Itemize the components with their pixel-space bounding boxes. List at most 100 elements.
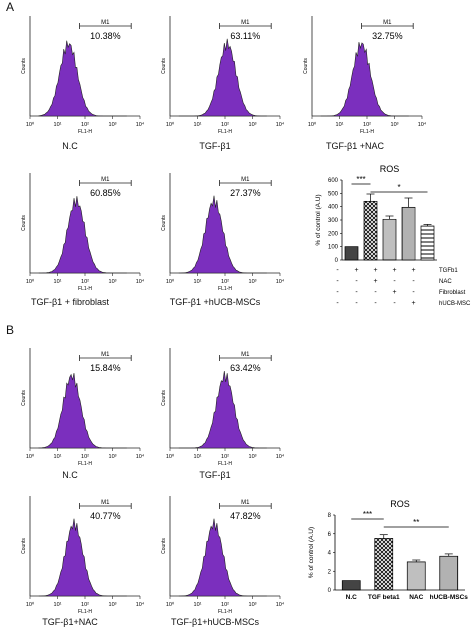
histogram-svg: 10⁰ 10¹ 10² 10³ 10⁴ FL1-H Counts M1 40.77% [21,496,145,615]
bar [344,246,359,261]
ros-chart-b-svg: ROS 0 2 4 6 8 % of control (A.U) N.C TGF beta1 NA… [308,499,469,601]
y-tick-label: 0 [328,588,332,594]
y-tick-label: 200 [328,231,339,237]
x-tick-label: 10³ [109,122,117,128]
y-axis-label: Counts [21,215,27,231]
gate-percent: 32.75% [372,31,403,41]
x-tick-label: 10¹ [194,279,202,285]
histogram-b4: 10⁰ 10¹ 10² 10³ 10⁴ FL1-H Counts M1 47.82% [148,488,298,618]
gate-percent: 10.38% [90,31,121,41]
y-tick-label: 300 [328,218,339,224]
x-tick-label: 10¹ [54,454,62,460]
gate-percent: 15.84% [90,363,121,373]
gate-label: M1 [101,20,110,26]
gate-percent: 47.82% [230,511,261,521]
y-tick-label: 0 [335,258,339,264]
ros-chart-a-svg: ROS 0 100 200 300 400 500 600 % of control (A.U)… [315,164,471,307]
gate-percent: 63.11% [230,31,260,41]
caption-a1: N.C [62,141,78,151]
histogram-b1: 10⁰ 10¹ 10² 10³ 10⁴ FL1-H Counts M1 15.84% [8,340,158,470]
gate-label: M1 [241,177,250,183]
histogram-svg: 10⁰ 10¹ 10² 10³ 10⁴ FL1-H Counts M1 63.42% [161,348,285,467]
chart-title: ROS [390,499,410,509]
category-label: NAC [409,594,423,601]
significance-mark: ** [413,518,419,527]
table-mark: - [336,300,339,307]
histogram-area [320,42,409,117]
table-row-label: Fibroblast [439,290,466,296]
y-axis-label: Counts [21,390,27,406]
x-tick-label: 10⁴ [136,453,145,460]
bar [420,225,435,261]
y-tick-label: 400 [328,205,339,211]
table-mark: - [374,289,377,296]
bar [382,218,397,261]
category-label: N.C [346,594,358,601]
x-tick-label: 10³ [249,602,257,608]
bar [401,206,416,261]
x-tick-label: 10⁴ [276,453,285,460]
bar [363,200,378,261]
histogram-area [38,518,127,597]
histogram-svg: 10⁰ 10¹ 10² 10³ 10⁴ FL1-H Counts M1 47.82% [161,496,285,615]
table-row-label: TGFb1 [439,268,458,274]
significance-mark: *** [356,175,365,184]
y-tick-label: 8 [328,513,332,519]
panel-letter-a: A [6,0,15,14]
x-tick-label: 10¹ [194,122,202,128]
x-tick-label: 10³ [109,279,117,285]
x-tick-label: 10³ [391,122,399,128]
histogram-a4: 10⁰ 10¹ 10² 10³ 10⁴ FL1-H Counts M1 60.85% [8,165,158,295]
x-tick-label: 10² [81,122,89,128]
table-mark: - [355,300,358,307]
y-axis-label: Counts [303,58,309,74]
x-tick-label: 10⁴ [136,121,145,128]
table-mark: - [412,278,415,285]
caption-b2: TGF-β1 [199,470,231,480]
histogram-b2: 10⁰ 10¹ 10² 10³ 10⁴ FL1-H Counts M1 63.42% [148,340,298,470]
histogram-svg: 10⁰ 10¹ 10² 10³ 10⁴ FL1-H Counts M1 60.85% [21,173,145,292]
x-tick-label: 10⁴ [136,601,145,608]
x-tick-label: 10³ [249,279,257,285]
caption-b4: TGF-β1+hUCB-MSCs [171,617,259,627]
table-mark: + [373,267,377,274]
x-tick-label: 10⁰ [166,601,175,608]
significance-mark: * [397,183,400,192]
ros-bar-chart-b: ROS 0 2 4 6 8 % of control (A.U) N.C TGF beta1 NA… [300,490,472,630]
x-tick-label: 10² [221,279,229,285]
y-tick-label: 600 [328,178,339,184]
x-tick-label: 10¹ [54,602,62,608]
x-tick-label: 10³ [109,454,117,460]
y-axis-label: Counts [161,215,167,231]
histogram-a2: 10⁰ 10¹ 10² 10³ 10⁴ FL1-H Counts M1 63.11% [148,8,298,138]
histogram-a3: 10⁰ 10¹ 10² 10³ 10⁴ FL1-H Counts M1 32.75% [290,8,440,138]
table-mark: - [336,278,339,285]
y-tick-label: 2 [328,569,332,575]
histogram-svg: 10⁰ 10¹ 10² 10³ 10⁴ FL1-H Counts M1 63.11% [161,16,285,135]
table-mark: + [392,267,396,274]
x-axis-label: FL1-H [218,609,232,615]
table-row-label: NAC [439,279,452,285]
ros-bar-chart-a: ROS 0 100 200 300 400 500 600 % of control (A.U)… [300,160,472,330]
gate-percent: 40.77% [90,511,121,521]
category-label: TGF beta1 [368,594,400,601]
category-label: hUCB-MSCs [430,594,469,601]
x-axis-label: FL1-H [78,286,92,292]
bar [374,538,394,591]
x-tick-label: 10⁰ [308,121,317,128]
y-tick-label: 500 [328,191,339,197]
histogram-svg: 10⁰ 10¹ 10² 10³ 10⁴ FL1-H Counts M1 10.38% [21,16,145,135]
table-mark: - [374,300,377,307]
x-tick-label: 10³ [109,602,117,608]
bar [439,555,459,591]
table-mark: - [412,289,415,296]
x-tick-label: 10⁴ [136,278,145,285]
gate-percent: 27.37% [230,188,261,198]
histogram-svg: 10⁰ 10¹ 10² 10³ 10⁴ FL1-H Counts M1 27.37% [161,173,285,292]
y-tick-label: 100 [328,245,339,251]
panel-letter-b: B [6,323,15,337]
histogram-area [178,518,267,597]
x-tick-label: 10⁴ [276,278,285,285]
x-tick-label: 10⁴ [276,121,285,128]
x-tick-label: 10⁰ [26,278,35,285]
